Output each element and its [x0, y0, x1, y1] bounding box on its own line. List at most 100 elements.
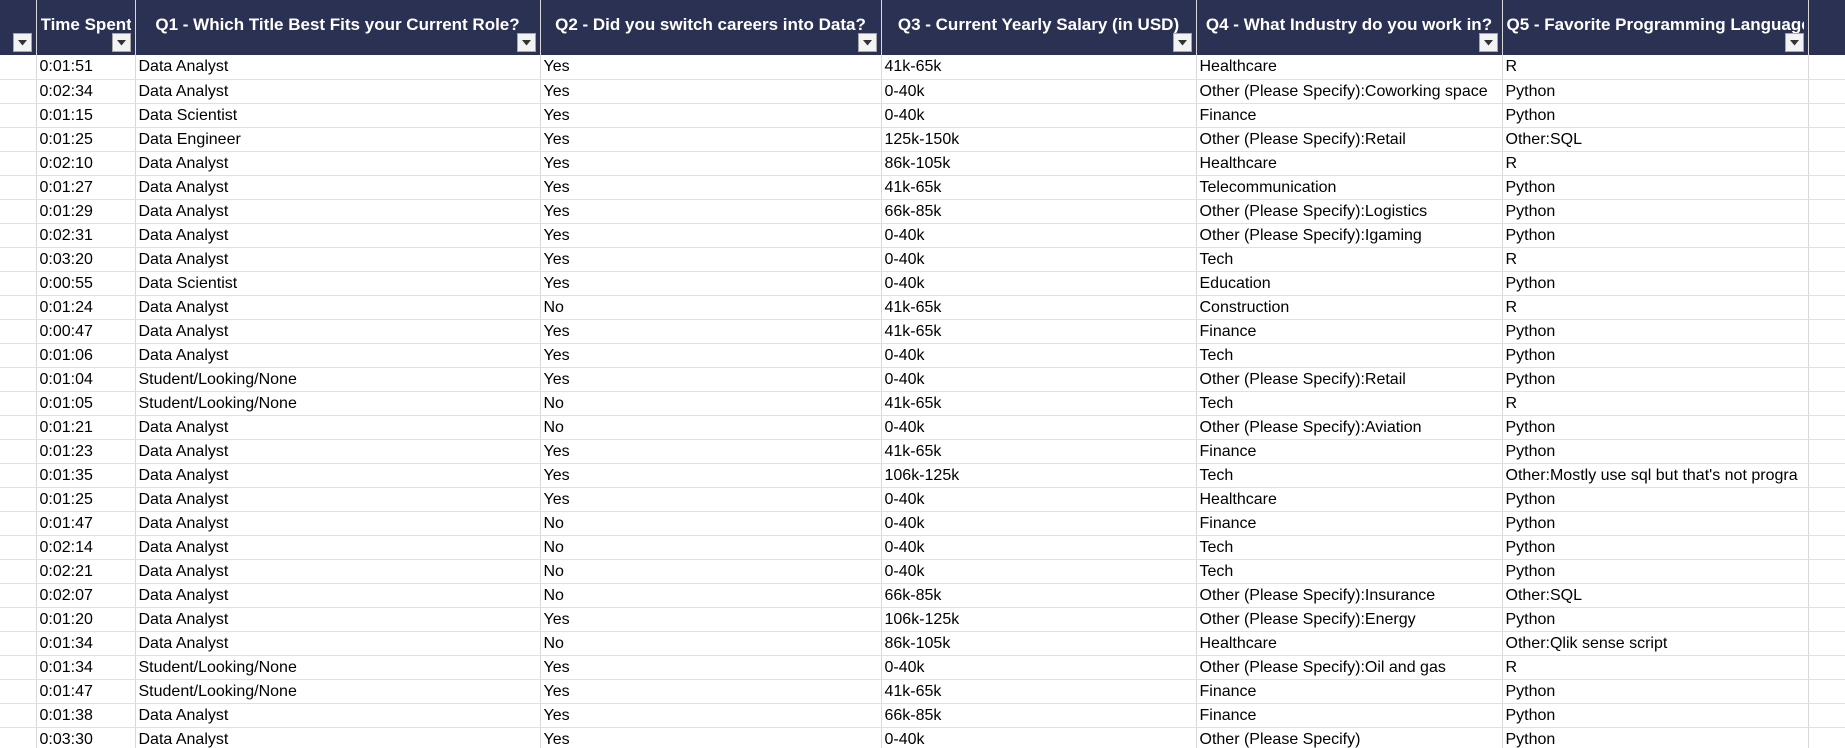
table-cell[interactable]: Other (Please Specify):Igaming [1196, 223, 1503, 248]
table-cell[interactable]: Student/Looking/None [135, 391, 541, 416]
table-cell[interactable]: Other (Please Specify):Energy [1196, 607, 1503, 632]
table-cell-empty[interactable] [1808, 319, 1845, 344]
row-header-cell[interactable] [0, 199, 37, 224]
table-cell-empty[interactable] [1808, 535, 1845, 560]
table-cell[interactable]: 0:01:24 [36, 295, 136, 320]
column-header-1[interactable]: Time Spent [36, 0, 136, 55]
row-header-cell[interactable] [0, 655, 37, 680]
column-header-6[interactable]: Q5 - Favorite Programming Language [1502, 0, 1809, 55]
table-cell[interactable]: Other:Mostly use sql but that's not prog… [1502, 463, 1809, 488]
table-cell[interactable]: Python [1502, 415, 1809, 440]
filter-dropdown-button[interactable] [12, 33, 32, 52]
table-cell[interactable]: Data Scientist [135, 103, 541, 128]
table-cell[interactable]: Yes [540, 343, 882, 368]
table-cell[interactable]: 66k-85k [881, 199, 1197, 224]
table-cell[interactable]: Data Analyst [135, 343, 541, 368]
table-cell[interactable]: No [540, 583, 882, 608]
table-cell[interactable]: Yes [540, 127, 882, 152]
table-cell[interactable]: Python [1502, 103, 1809, 128]
row-header-cell[interactable] [0, 583, 37, 608]
table-cell[interactable]: 0:01:47 [36, 511, 136, 536]
table-cell-empty[interactable] [1808, 55, 1845, 80]
table-cell[interactable]: 0:01:25 [36, 487, 136, 512]
filter-dropdown-button[interactable] [857, 33, 877, 52]
table-cell[interactable]: 0:01:38 [36, 703, 136, 728]
table-cell[interactable]: Yes [540, 367, 882, 392]
table-cell[interactable]: 0:03:30 [36, 727, 136, 748]
table-cell[interactable]: 0-40k [881, 511, 1197, 536]
table-cell[interactable]: Data Analyst [135, 319, 541, 344]
table-cell[interactable]: Data Analyst [135, 439, 541, 464]
filter-dropdown-button[interactable] [1478, 33, 1498, 52]
table-cell[interactable]: 0-40k [881, 727, 1197, 748]
table-cell-empty[interactable] [1808, 727, 1845, 748]
row-header-cell[interactable] [0, 367, 37, 392]
table-cell[interactable]: Data Analyst [135, 487, 541, 512]
table-cell[interactable]: 0:01:34 [36, 631, 136, 656]
row-header-cell[interactable] [0, 679, 37, 704]
table-cell[interactable]: Data Analyst [135, 247, 541, 272]
row-header-cell[interactable] [0, 295, 37, 320]
table-cell[interactable]: 0:01:15 [36, 103, 136, 128]
row-header-cell[interactable] [0, 559, 37, 584]
table-cell[interactable]: R [1502, 247, 1809, 272]
table-cell[interactable]: 0:01:06 [36, 343, 136, 368]
table-cell-empty[interactable] [1808, 199, 1845, 224]
table-cell[interactable]: Healthcare [1196, 151, 1503, 176]
table-cell[interactable]: Python [1502, 679, 1809, 704]
table-cell[interactable]: 0:01:25 [36, 127, 136, 152]
table-cell[interactable]: 0-40k [881, 487, 1197, 512]
table-cell[interactable]: Python [1502, 79, 1809, 104]
table-cell[interactable]: Telecommunication [1196, 175, 1503, 200]
table-cell[interactable]: Healthcare [1196, 55, 1503, 80]
table-cell[interactable]: 0-40k [881, 415, 1197, 440]
table-cell[interactable]: No [540, 295, 882, 320]
table-cell[interactable]: Other (Please Specify):Aviation [1196, 415, 1503, 440]
table-cell[interactable]: Data Analyst [135, 463, 541, 488]
table-cell[interactable]: Student/Looking/None [135, 679, 541, 704]
table-cell[interactable]: 0:02:10 [36, 151, 136, 176]
table-cell[interactable]: Other (Please Specify):Retail [1196, 127, 1503, 152]
table-cell[interactable]: Tech [1196, 343, 1503, 368]
table-cell[interactable]: 0:01:23 [36, 439, 136, 464]
table-cell-empty[interactable] [1808, 343, 1845, 368]
column-header-4[interactable]: Q3 - Current Yearly Salary (in USD) [881, 0, 1197, 55]
row-header-cell[interactable] [0, 151, 37, 176]
table-cell-empty[interactable] [1808, 415, 1845, 440]
table-cell-empty[interactable] [1808, 367, 1845, 392]
table-cell[interactable]: 0:01:20 [36, 607, 136, 632]
table-cell[interactable]: Python [1502, 487, 1809, 512]
table-cell[interactable]: Python [1502, 607, 1809, 632]
column-header-2[interactable]: Q1 - Which Title Best Fits your Current … [135, 0, 541, 55]
table-cell[interactable]: Yes [540, 679, 882, 704]
table-cell[interactable]: 0-40k [881, 535, 1197, 560]
table-cell[interactable]: Tech [1196, 463, 1503, 488]
table-cell-empty[interactable] [1808, 703, 1845, 728]
table-cell[interactable]: Data Analyst [135, 223, 541, 248]
row-header-cell[interactable] [0, 511, 37, 536]
table-cell[interactable]: 0:01:34 [36, 655, 136, 680]
row-header-cell[interactable] [0, 391, 37, 416]
row-header-cell[interactable] [0, 223, 37, 248]
table-cell[interactable]: 41k-65k [881, 55, 1197, 80]
table-cell[interactable]: Finance [1196, 679, 1503, 704]
row-header-cell[interactable] [0, 271, 37, 296]
table-cell[interactable]: Data Analyst [135, 607, 541, 632]
table-cell[interactable]: Other:SQL [1502, 127, 1809, 152]
table-cell[interactable]: 0:02:31 [36, 223, 136, 248]
table-cell-empty[interactable] [1808, 151, 1845, 176]
row-header-cell[interactable] [0, 127, 37, 152]
table-cell[interactable]: Finance [1196, 511, 1503, 536]
table-cell[interactable]: R [1502, 295, 1809, 320]
table-cell[interactable]: Yes [540, 79, 882, 104]
table-cell[interactable]: Python [1502, 703, 1809, 728]
table-cell[interactable]: 0-40k [881, 247, 1197, 272]
table-cell[interactable]: Finance [1196, 439, 1503, 464]
table-cell[interactable]: 0:01:35 [36, 463, 136, 488]
table-cell[interactable]: R [1502, 151, 1809, 176]
table-cell[interactable]: Data Analyst [135, 79, 541, 104]
table-cell[interactable]: Python [1502, 271, 1809, 296]
table-cell-empty[interactable] [1808, 175, 1845, 200]
table-cell[interactable]: Finance [1196, 703, 1503, 728]
table-cell[interactable]: Data Analyst [135, 559, 541, 584]
